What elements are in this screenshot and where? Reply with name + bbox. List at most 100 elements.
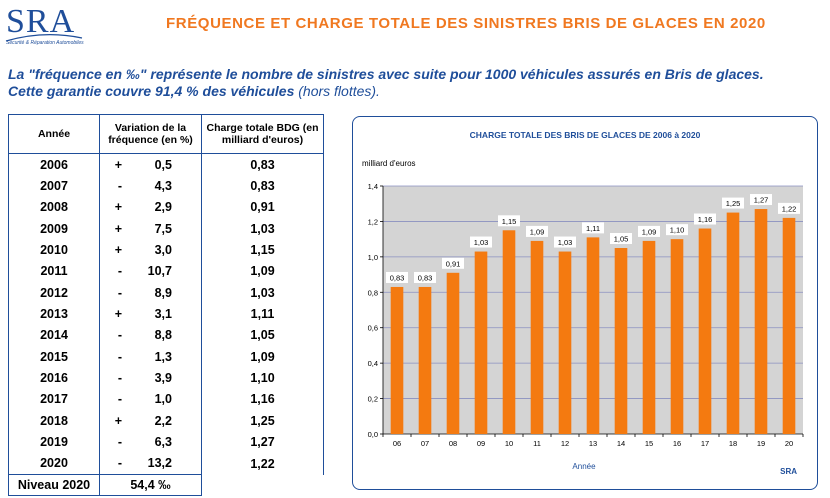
level-blank [202,475,324,496]
x-tick-label: 12 [561,439,569,448]
bar-13 [586,237,600,434]
frequency-table: Année Variation de la fréquence (en %) C… [8,114,324,497]
data-label: 1,03 [474,238,489,247]
logo-swoosh-icon [5,34,83,42]
variation-value: 8,9 [154,285,172,300]
row-year: 2009 [8,218,100,240]
variation-sign: - [117,285,122,300]
row-year: 2007 [8,175,100,197]
row-charge: 1,03 [201,218,324,240]
y-axis-label: milliard d'euros [362,159,416,168]
table-row: 2007 - 4,3 0,83 [8,175,324,197]
row-year: 2013 [8,303,100,325]
x-tick-label: 08 [449,439,457,448]
variation-value: 1,3 [154,349,172,364]
row-variation: +0,5 [99,153,202,176]
variation-sign: - [117,456,122,471]
variation-value: 7,5 [154,221,172,236]
row-variation: - 6,3 [99,431,202,453]
table-row: 2018 +2,2 1,25 [8,410,324,432]
variation-value: 3,9 [154,371,172,386]
table-header-row: Année Variation de la fréquence (en %) C… [8,114,324,154]
note-line-2: Cette garantie couvre 91,4 % des véhicul… [8,83,764,100]
table-row: 2019 - 6,3 1,27 [8,431,324,453]
variation-sign: - [117,392,122,407]
bar-14 [614,248,628,434]
description-note: La "fréquence en ‰" représente le nombre… [8,66,764,100]
row-year: 2010 [8,239,100,261]
data-label: 1,03 [558,238,573,247]
row-charge: 1,27 [201,431,324,453]
data-label-box [470,236,492,248]
bar-20 [782,217,796,434]
data-label: 1,11 [586,224,600,233]
bar-17 [698,228,712,434]
data-label-box [442,257,464,269]
table-row: 2006 +0,5 0,83 [8,153,324,176]
variation-sign: - [117,264,122,279]
data-label: 0,83 [390,273,405,282]
data-label-box [750,194,772,206]
row-charge: 1,09 [201,260,324,283]
y-tick-label: 0,6 [368,324,378,333]
variation-sign: + [114,221,122,236]
table-row: 2012 - 8,9 1,03 [8,282,324,304]
row-year: 2017 [8,388,100,411]
bar-09 [474,251,488,434]
y-tick-label: 0,4 [368,359,378,368]
variation-sign: - [117,179,122,194]
bar-19 [754,209,768,434]
table-row: 2017 - 1,0 1,16 [8,388,324,411]
row-charge: 1,11 [201,303,324,325]
y-tick-label: 1,4 [368,182,378,191]
variation-sign: + [114,243,122,258]
table-row: 2016 - 3,9 1,10 [8,367,324,389]
header-year: Année [8,114,100,154]
variation-sign: - [117,328,122,343]
variation-value: 2,9 [154,200,172,215]
data-label-box [694,213,716,225]
x-tick-label: 16 [673,439,681,448]
x-tick-label: 18 [729,439,737,448]
data-label-box [386,271,408,283]
y-tick-label: 0,8 [368,288,378,297]
data-label: 0,83 [418,273,433,282]
y-tick-label: 0,2 [368,395,378,404]
data-label: 0,91 [446,259,461,268]
note-line-1: La "fréquence en ‰" représente le nombre… [8,66,764,82]
variation-value: 1,0 [154,392,172,407]
chart-source: SRA [780,467,797,476]
row-variation: - 3,9 [99,367,202,389]
x-tick-label: 13 [589,439,597,448]
table-row: 2011 - 10,7 1,09 [8,260,324,283]
level-row: Niveau 2020 54,4 ‰ [8,474,324,497]
row-year: 2019 [8,431,100,453]
row-variation: - 13,2 [99,452,202,475]
variation-sign: + [114,157,122,172]
bar-10 [502,230,516,434]
row-variation: - 1,3 [99,346,202,368]
data-label: 1,16 [698,215,713,224]
bar-08 [446,272,460,434]
level-value: 54,4 ‰ [99,474,202,497]
charge-bar-chart: CHARGE TOTALE DES BRIS DE GLACES DE 2006… [362,130,804,476]
x-tick-label: 15 [645,439,653,448]
x-tick-label: 17 [701,439,709,448]
header-charge: Charge totale BDG (en milliard d'euros) [201,114,324,154]
x-tick-label: 20 [785,439,793,448]
level-label: Niveau 2020 [8,474,100,497]
variation-value: 4,3 [154,179,172,194]
data-label: 1,05 [614,235,629,244]
data-label-box [666,224,688,236]
y-tick-label: 1,2 [368,217,378,226]
data-label-box [526,225,548,237]
row-charge: 1,10 [201,367,324,389]
chart-title: CHARGE TOTALE DES BRIS DE GLACES DE 2006… [470,130,701,140]
row-charge: 0,83 [201,153,324,176]
data-label: 1,27 [754,196,769,205]
x-tick-label: 14 [617,439,625,448]
row-year: 2016 [8,367,100,389]
table-row: 2009 +7,5 1,03 [8,218,324,240]
row-variation: +3,1 [99,303,202,325]
data-label-box [778,202,800,214]
